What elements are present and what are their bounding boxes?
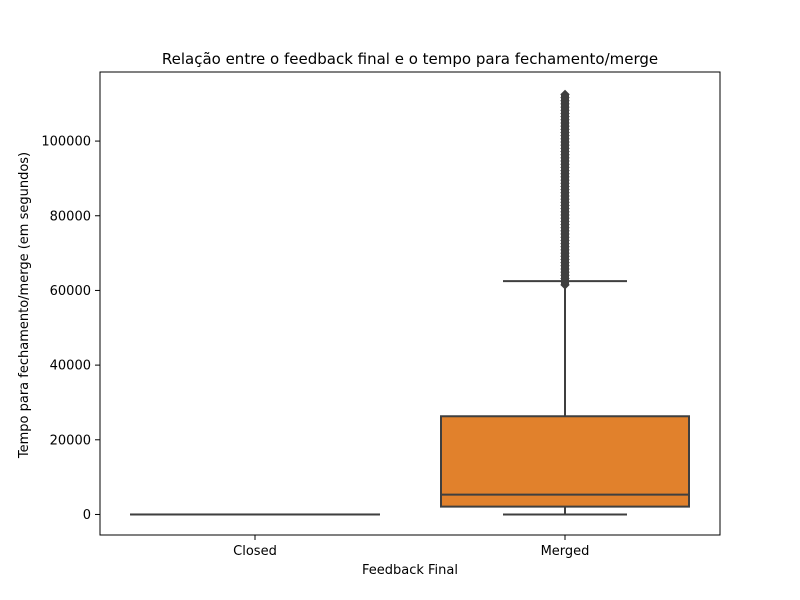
y-tick-label: 80000 (50, 209, 91, 224)
y-tick-label: 20000 (50, 433, 91, 448)
x-axis-label: Feedback Final (362, 563, 458, 578)
plot-area: 0 20000 40000 60000 80000 100000 Closed Merged (41, 89, 690, 559)
y-tick-label: 60000 (50, 284, 91, 299)
y-tick-label: 0 (83, 508, 91, 523)
x-tick-label: Merged (541, 544, 590, 559)
x-tick-label: Closed (233, 544, 277, 559)
y-axis-label: Tempo para fechamento/merge (em segundos… (17, 152, 32, 459)
y-tick-label: 100000 (41, 135, 91, 150)
y-tick-label: 40000 (50, 359, 91, 374)
box-merged (440, 415, 690, 508)
outlier-band (561, 94, 569, 285)
axes-frame (99, 71, 721, 536)
chart-title: Relação entre o feedback final e o tempo… (162, 50, 658, 68)
